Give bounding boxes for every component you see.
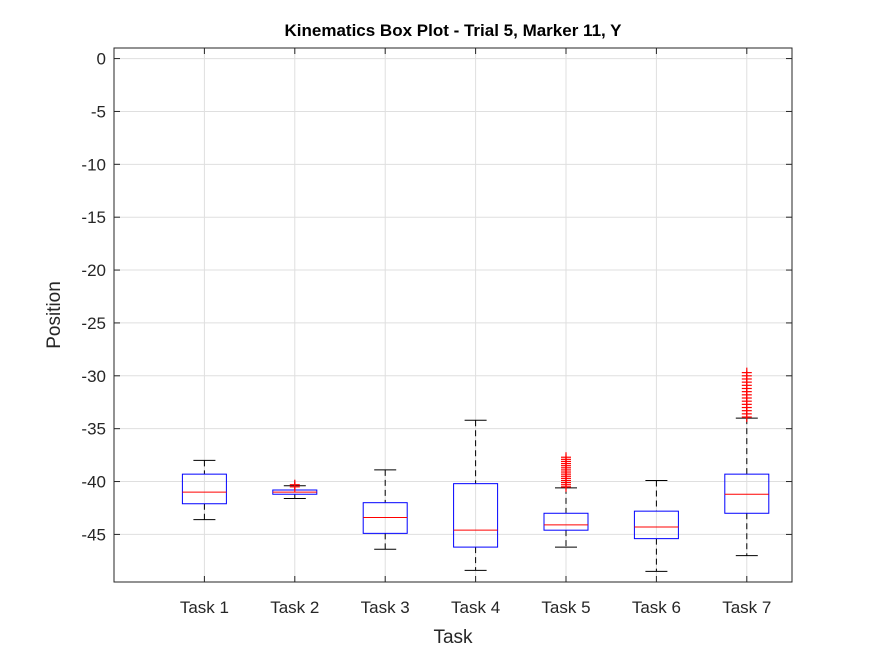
box-6 <box>633 479 679 572</box>
x-tick-label: Task 6 <box>632 598 681 617</box>
y-axis-label: Position <box>44 281 65 349</box>
y-tick-label: -10 <box>81 155 106 174</box>
chart-title: Kinematics Box Plot - Trial 5, Marker 11… <box>285 21 623 40</box>
y-tick-label: -5 <box>91 102 106 121</box>
box-2 <box>272 479 318 499</box>
iqr-box <box>633 510 679 540</box>
x-tick-label: Task 2 <box>270 598 319 617</box>
x-tick-label: Task 3 <box>361 598 410 617</box>
plot-area <box>114 48 792 582</box>
y-tick-label: -25 <box>81 314 106 333</box>
x-tick-label: Task 4 <box>451 598 500 617</box>
boxes-group <box>181 367 770 572</box>
box-5 <box>543 452 589 548</box>
y-tick-label: -15 <box>81 208 106 227</box>
box-4 <box>453 419 499 571</box>
iqr-box <box>181 473 227 505</box>
x-tick-label: Task 5 <box>541 598 590 617</box>
x-tick-label: Task 7 <box>722 598 771 617</box>
y-tick-label: -20 <box>81 261 106 280</box>
iqr-box <box>543 512 589 531</box>
y-tick-label: 0 <box>97 50 106 69</box>
y-tick-label: -30 <box>81 367 106 386</box>
iqr-box <box>362 502 408 534</box>
axes-border <box>113 47 793 583</box>
y-tick-label: -35 <box>81 420 106 439</box>
box-7 <box>724 367 770 557</box>
ticks-group: 0 -5 -10 -15 -20 -25 -30 -35 -40 -45 Task 1 Task 2 T… <box>81 48 792 617</box>
iqr-box <box>453 483 499 548</box>
grid-lines <box>114 48 792 582</box>
y-tick-label: -45 <box>81 525 106 544</box>
y-tick-label: -40 <box>81 473 106 492</box>
x-tick-label: Task 1 <box>180 598 229 617</box>
x-axis-label: Task <box>433 627 473 648</box>
box-1 <box>181 459 227 521</box>
iqr-box <box>724 473 770 514</box>
box-3 <box>362 469 408 550</box>
